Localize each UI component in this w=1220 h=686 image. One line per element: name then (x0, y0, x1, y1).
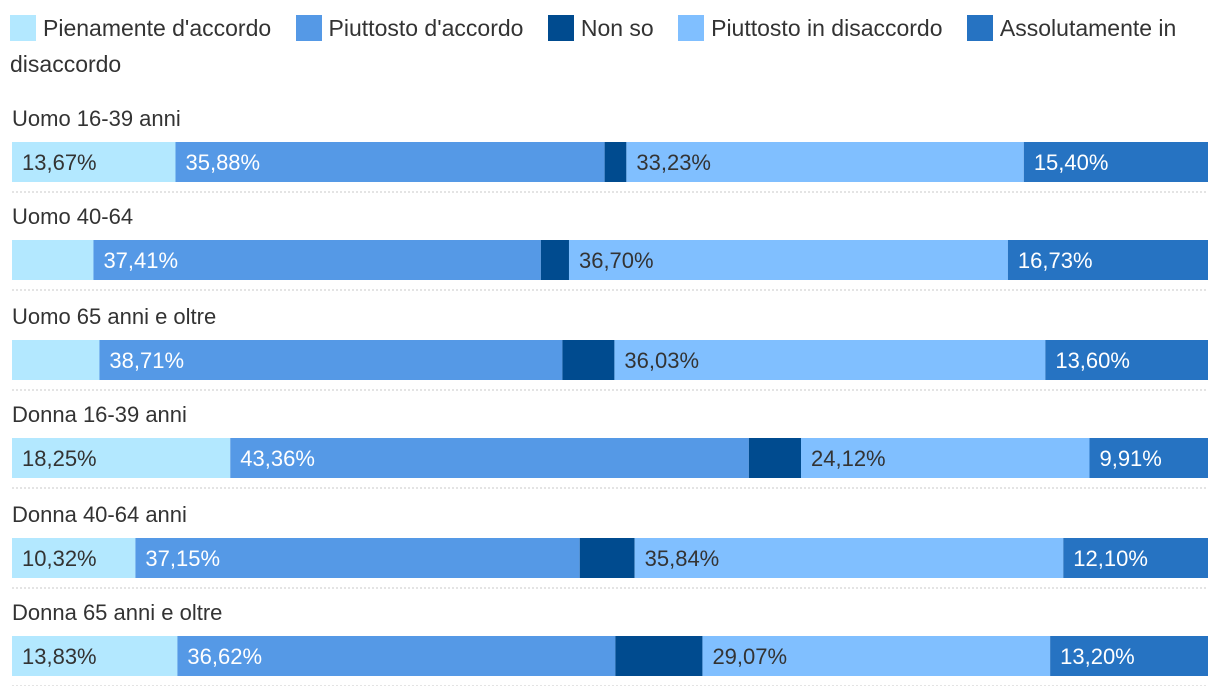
legend-item-piuttosto-d-accordo: Piuttosto d'accordo (295, 15, 524, 41)
row-label: Donna 65 anni e oltre (12, 600, 222, 625)
bar-segment (12, 538, 136, 578)
data-label: 9,91% (1099, 446, 1161, 471)
data-label: 36,03% (624, 348, 699, 373)
bar-segment (1045, 340, 1208, 380)
data-label: 13,83% (22, 644, 97, 669)
legend-item-assolutamente-in-disaccordo: Assolutamente in disaccordo (10, 15, 1176, 77)
bar-segment (702, 636, 1051, 676)
data-label: 37,15% (145, 546, 220, 571)
bar-segment (634, 538, 1064, 578)
bar-segment (135, 538, 580, 578)
bar-segment (1089, 438, 1208, 478)
legend-swatch (966, 15, 993, 41)
legend-label: Non so (580, 15, 654, 41)
data-label: 16,73% (1018, 248, 1093, 273)
data-label: 13,60% (1055, 348, 1130, 373)
data-label: 36,70% (579, 248, 654, 273)
legend-swatch (547, 15, 574, 41)
bar-segment (12, 438, 231, 478)
bar-segment (230, 438, 749, 478)
legend-item-pienamente-d-accordo: Pienamente d'accordo (10, 15, 271, 41)
bar-segment (175, 142, 605, 182)
bar-segment (12, 142, 176, 182)
legend-item-piuttosto-in-disaccordo: Piuttosto in disaccordo (678, 15, 943, 41)
bar-segment (801, 438, 1090, 478)
bar-segment (604, 142, 627, 182)
chart-legend: Pienamente d'accordo Piuttosto d'accordo… (10, 10, 1210, 82)
bar-segment (614, 340, 1046, 380)
data-label: 12,10% (1073, 546, 1148, 571)
data-label: 18,25% (22, 446, 97, 471)
bar-segment (579, 538, 635, 578)
data-label: 38,71% (109, 348, 184, 373)
legend-swatch (678, 15, 705, 41)
data-label: 13,67% (22, 150, 97, 175)
legend-item-non-so: Non so (547, 15, 654, 41)
bar-segment (562, 340, 615, 380)
bar-segment (12, 240, 94, 280)
data-label: 43,36% (240, 446, 315, 471)
data-label: 35,88% (185, 150, 260, 175)
bar-segment (1063, 538, 1208, 578)
bar-segment (177, 636, 616, 676)
legend-label: Piuttosto in disaccordo (711, 15, 943, 41)
bar-segment (1023, 142, 1208, 182)
row-label: Uomo 16-39 anni (12, 106, 181, 131)
bar-segment (1050, 636, 1208, 676)
data-label: 15,40% (1034, 150, 1109, 175)
row-label: Uomo 40-64 (12, 204, 133, 229)
bar-segment (1007, 240, 1208, 280)
row-label: Donna 16-39 anni (12, 402, 187, 427)
data-label: 10,32% (22, 546, 97, 571)
bar-segment (99, 340, 563, 380)
data-label: 36,62% (187, 644, 262, 669)
data-label: 13,20% (1060, 644, 1135, 669)
data-label: 37,41% (103, 248, 178, 273)
bar-segment (12, 636, 178, 676)
data-label: 29,07% (712, 644, 787, 669)
data-label: 24,12% (811, 446, 886, 471)
bar-segment (12, 340, 100, 380)
legend-label: Piuttosto d'accordo (328, 15, 524, 41)
bar-segment (93, 240, 541, 280)
bar-segment (615, 636, 703, 676)
row-label: Uomo 65 anni e oltre (12, 304, 216, 329)
row-label: Donna 40-64 anni (12, 502, 187, 527)
legend-label: Assolutamente in disaccordo (10, 15, 1177, 77)
legend-swatch (10, 15, 36, 41)
bar-segment (626, 142, 1024, 182)
bar-segment (568, 240, 1008, 280)
legend-label: Pienamente d'accordo (43, 15, 272, 41)
legend-swatch (295, 15, 322, 41)
bar-segment (540, 240, 569, 280)
data-label: 33,23% (636, 150, 711, 175)
data-label: 35,84% (645, 546, 720, 571)
bar-segment (748, 438, 802, 478)
